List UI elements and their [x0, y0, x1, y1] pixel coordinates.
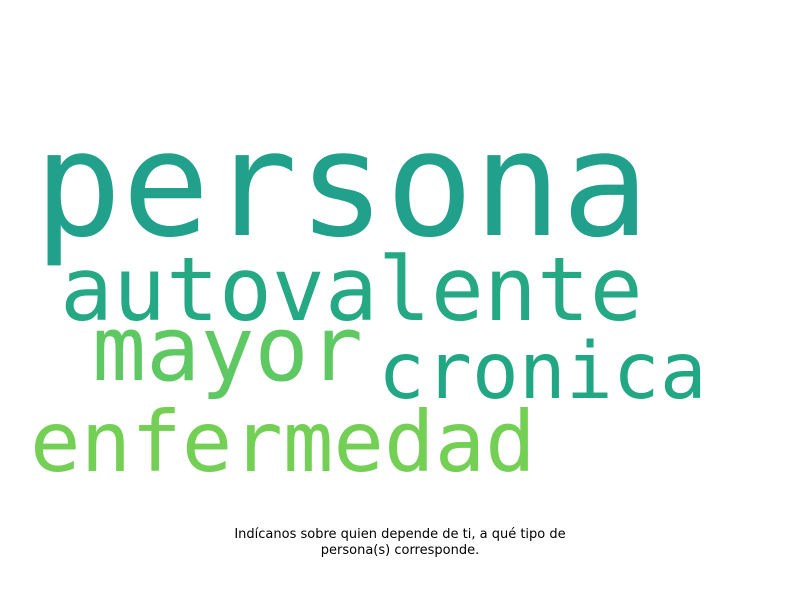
word-cloud: persona autovalente mayor cronica enferm…: [30, 100, 707, 491]
word-cronica: cronica: [378, 327, 707, 417]
word-enfermedad: enfermedad: [30, 393, 536, 491]
word-autovalente: autovalente: [60, 238, 643, 341]
caption-line-2: persona(s) corresponde.: [320, 543, 480, 558]
word-mayor: mayor: [92, 297, 363, 402]
chart-caption: Indícanos sobre quien depende de ti, a q…: [0, 527, 800, 559]
word-persona: persona: [34, 100, 650, 270]
caption-line-1: Indícanos sobre quien depende de ti, a q…: [234, 527, 566, 542]
